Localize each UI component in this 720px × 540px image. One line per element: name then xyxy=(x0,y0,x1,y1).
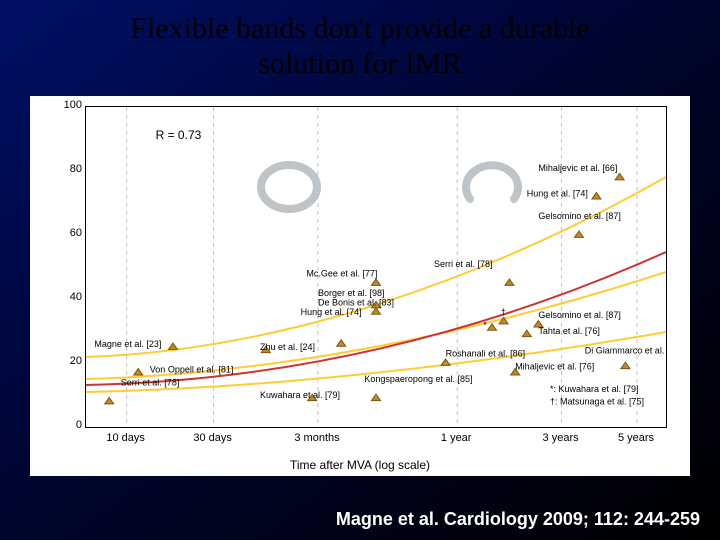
ring-closed-icon xyxy=(261,165,317,209)
data-point-label: Serri et al. [78] xyxy=(121,377,180,387)
legend-note: *: Kuwahara et al. [79] xyxy=(550,384,639,394)
data-point-marker xyxy=(534,321,543,327)
r-value-annotation: R = 0.73 xyxy=(156,128,202,142)
data-point-marker xyxy=(621,362,630,368)
data-point-label: Tahta et al. [76] xyxy=(538,326,600,336)
data-point-label: De Bonis et al. [83] xyxy=(318,297,394,307)
legend-note: †: Matsunaga et al. [75] xyxy=(550,397,644,407)
data-point-label: Gelsomino et al. [87] xyxy=(538,211,621,221)
y-tick-label: 80 xyxy=(58,163,82,175)
data-point-marker xyxy=(441,359,450,365)
data-point-marker xyxy=(488,324,497,330)
data-point-label: Kongspaeropong et al. [85] xyxy=(364,374,472,384)
data-point-marker xyxy=(105,397,114,403)
slide-title: Flexible bands don't provide a durable s… xyxy=(0,12,720,81)
data-point-label: Gelsomino et al. [87] xyxy=(538,310,621,320)
y-tick-label: 40 xyxy=(58,291,82,303)
title-line-1: Flexible bands don't provide a durable xyxy=(130,12,589,45)
data-point-label: Von Oppell et al. [81] xyxy=(150,365,234,375)
chart-svg: Serri et al. [78] Von Oppell et al. [81] M… xyxy=(86,107,666,427)
data-point-marker xyxy=(615,173,624,179)
data-point-label: † xyxy=(501,307,506,317)
data-point-marker xyxy=(505,279,514,285)
data-point-label: * xyxy=(483,320,487,330)
data-point-label: Mihaljevic et al. [76] xyxy=(515,361,594,371)
y-tick-label: 100 xyxy=(58,99,82,111)
x-tick-label: 3 months xyxy=(282,432,352,444)
y-tick-label: 20 xyxy=(58,355,82,367)
data-point-label: Roshanali et al. [86] xyxy=(446,349,526,359)
ring-open-icon xyxy=(466,165,518,199)
y-tick-label: 0 xyxy=(58,419,82,431)
data-point-marker xyxy=(372,308,381,314)
y-tick-label: 60 xyxy=(58,227,82,239)
data-point-label: Hung et al. [74] xyxy=(301,307,362,317)
data-point-marker xyxy=(134,369,143,375)
chart-plot-area: Serri et al. [78] Von Oppell et al. [81] M… xyxy=(85,106,667,428)
data-point-marker xyxy=(337,340,346,346)
data-point-marker xyxy=(522,330,531,336)
data-point-marker xyxy=(575,231,584,237)
x-tick-label: 3 years xyxy=(526,432,596,444)
data-point-label: Hung et al. [74] xyxy=(527,189,588,199)
data-point-label: Magne et al. [23] xyxy=(94,339,161,349)
x-tick-label: 30 days xyxy=(178,432,248,444)
data-point-marker xyxy=(372,279,381,285)
data-point-label: Zhu et al. [24] xyxy=(260,342,315,352)
data-point-label: Kuwahara et al. [79] xyxy=(260,390,340,400)
chart-panel: Incidence of ≥ 2+ MR after MVA (%) 02040… xyxy=(30,96,690,476)
data-point-label: Borger et al. [98] xyxy=(318,288,385,298)
data-point-label: Serri et al. [78] xyxy=(434,259,493,269)
data-point-label: Mihaljevic et al. [66] xyxy=(538,163,617,173)
data-point-marker xyxy=(372,394,381,400)
citation-text: Magne et al. Cardiology 2009; 112: 244-2… xyxy=(0,509,700,530)
data-point-label: Di Giammarco et al. [76] xyxy=(585,345,666,355)
x-tick-label: 5 years xyxy=(601,432,671,444)
x-tick-label: 10 days xyxy=(91,432,161,444)
x-tick-label: 1 year xyxy=(421,432,491,444)
data-point-marker xyxy=(592,193,601,199)
data-point-marker xyxy=(169,343,178,349)
data-point-label: Mc.Gee et al. [77] xyxy=(306,269,377,279)
x-axis-label: Time after MVA (log scale) xyxy=(30,458,690,472)
slide: Flexible bands don't provide a durable s… xyxy=(0,0,720,540)
title-line-2: solution for IMR xyxy=(258,47,461,80)
